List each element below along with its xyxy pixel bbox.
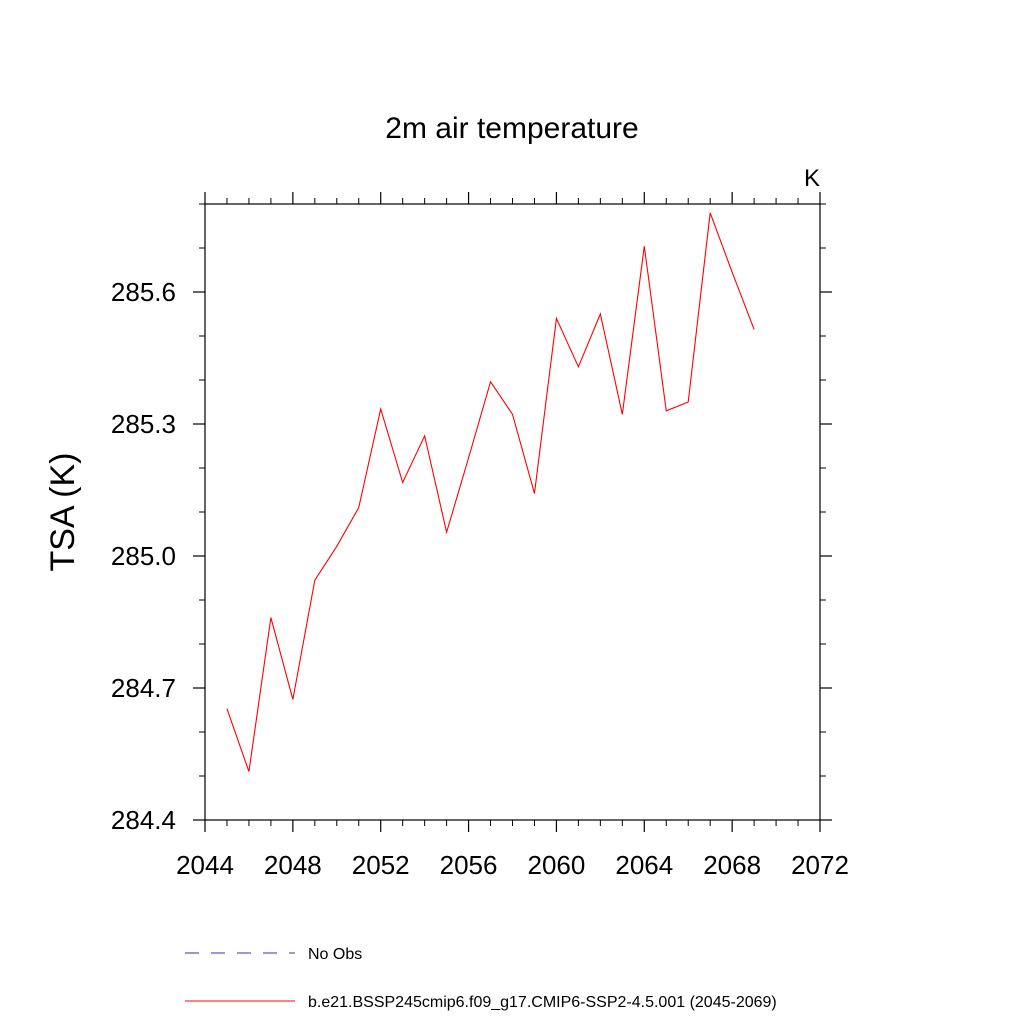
x-tick-label: 2072 [791, 850, 849, 880]
y-tick-label: 284.4 [111, 805, 176, 835]
units-label: K [804, 165, 820, 192]
y-tick-label: 285.3 [111, 409, 176, 439]
y-tick-label: 284.7 [111, 673, 176, 703]
series-lines [226, 212, 755, 772]
x-tick-label: 2052 [352, 850, 410, 880]
x-tick-label: 2068 [703, 850, 761, 880]
tick-marks [193, 192, 832, 832]
chart-title: 2m air temperature [385, 112, 638, 145]
plot-frame [204, 203, 821, 821]
series-line-0 [226, 212, 755, 772]
x-tick-label: 2064 [615, 850, 673, 880]
tick-labels: 2044 2048 2052 2056 2060 2064 2068 2072 284.4 284… [111, 277, 849, 880]
x-tick-label: 2060 [528, 850, 586, 880]
y-tick-label: 285.6 [111, 277, 176, 307]
y-axis-label: TSA (K) [44, 452, 82, 571]
y-tick-label: 285.0 [111, 541, 176, 571]
legend-label: No Obs [308, 946, 362, 963]
legend-label: b.e21.BSSP245cmip6.f09_g17.CMIP6-SSP2-4.… [308, 994, 777, 1011]
x-tick-label: 2044 [176, 850, 234, 880]
legend: No Obs b.e21.BSSP245cmip6.f09_g17.CMIP6-S… [185, 946, 777, 1011]
x-tick-label: 2056 [440, 850, 498, 880]
x-tick-label: 2048 [264, 850, 322, 880]
